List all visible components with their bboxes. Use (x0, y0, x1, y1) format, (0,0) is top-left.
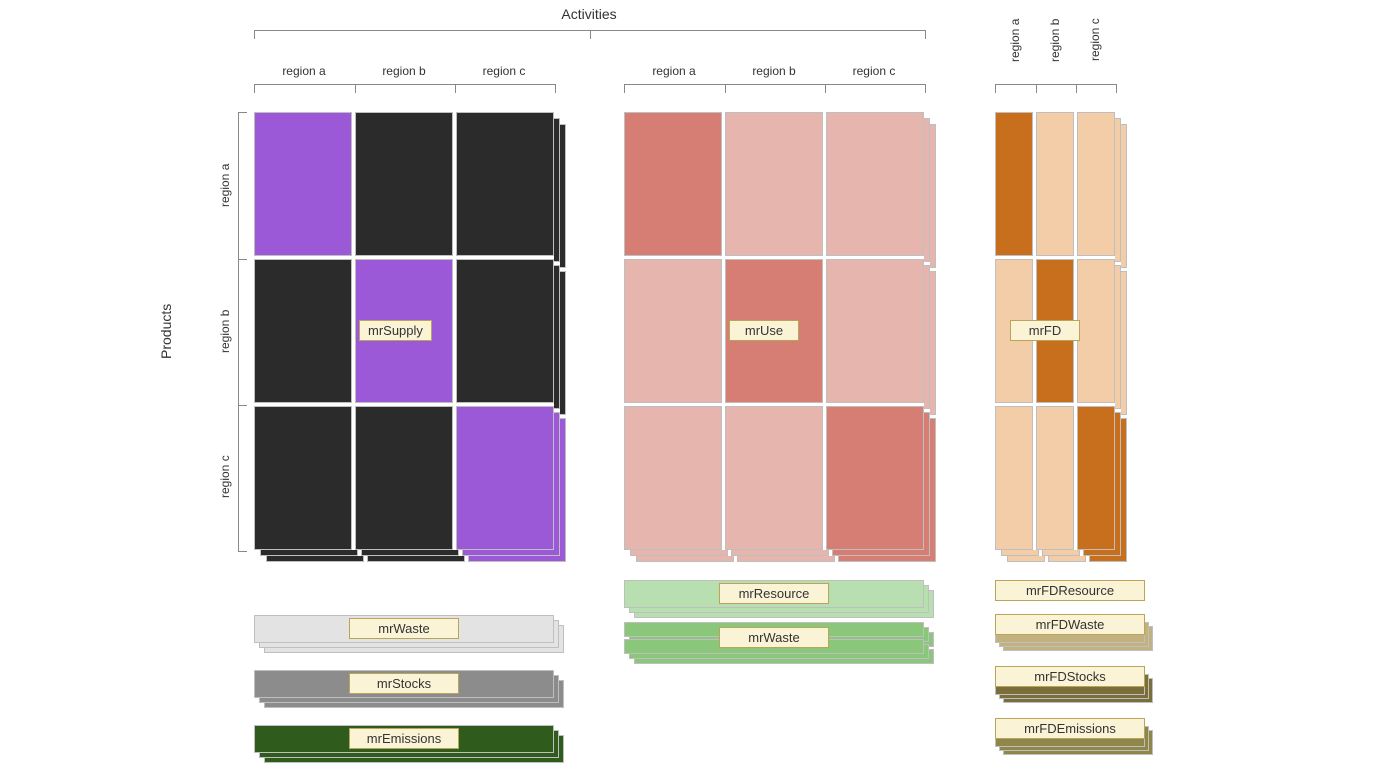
fd-region-label: region a (1008, 0, 1022, 80)
column-region-label: region b (354, 64, 454, 78)
fd-region-label: region c (1088, 0, 1102, 80)
fd-cell (1036, 112, 1074, 256)
supply-cell (355, 406, 453, 550)
products-label: Products (158, 112, 174, 550)
column-group-bracket (254, 84, 556, 93)
strip-badge: mrResource (719, 583, 829, 604)
strip-badge: mrFDStocks (995, 666, 1145, 687)
column-region-label: region a (254, 64, 354, 78)
use-cell (624, 259, 722, 403)
strip-badge: mrFDEmissions (995, 718, 1145, 739)
supply-cell (254, 112, 352, 256)
fd-cell (1036, 406, 1074, 550)
fd-cell (1077, 406, 1115, 550)
fd-cell (1077, 112, 1115, 256)
fd-cell (1077, 259, 1115, 403)
row-region-label: region b (218, 258, 232, 404)
supply-cell (254, 406, 352, 550)
row-group-bracket (238, 112, 247, 552)
column-region-label: region c (454, 64, 554, 78)
strip-badge: mrStocks (349, 673, 459, 694)
row-region-label: region c (218, 404, 232, 550)
supply-cell (456, 259, 554, 403)
fd-column-bracket (995, 84, 1117, 93)
supply-cell (456, 406, 554, 550)
use-cell (624, 406, 722, 550)
strip-badge: mrWaste (719, 627, 829, 648)
fd-label-badge: mrFD (1010, 320, 1080, 341)
supply-cell (254, 259, 352, 403)
strip-badge: mrFDWaste (995, 614, 1145, 635)
strip-badge: mrWaste (349, 618, 459, 639)
diagram-canvas: { "header": { "top_label": "Activities",… (0, 0, 1376, 774)
strip-badge: mrFDResource (995, 580, 1145, 601)
row-region-label: region a (218, 112, 232, 258)
fd-region-label: region b (1048, 0, 1062, 80)
supply-label-badge: mrSupply (359, 320, 432, 341)
activities-bracket (254, 30, 926, 39)
use-cell (725, 406, 823, 550)
column-region-label: region b (724, 64, 824, 78)
strip-badge: mrEmissions (349, 728, 459, 749)
column-group-bracket (624, 84, 926, 93)
use-cell (826, 112, 924, 256)
use-cell (826, 406, 924, 550)
activities-label: Activities (254, 6, 924, 22)
use-label-badge: mrUse (729, 320, 799, 341)
column-region-label: region a (624, 64, 724, 78)
use-cell (624, 112, 722, 256)
supply-cell (355, 112, 453, 256)
fd-cell (995, 112, 1033, 256)
supply-cell (456, 112, 554, 256)
fd-cell (995, 406, 1033, 550)
use-cell (826, 259, 924, 403)
column-region-label: region c (824, 64, 924, 78)
use-cell (725, 112, 823, 256)
